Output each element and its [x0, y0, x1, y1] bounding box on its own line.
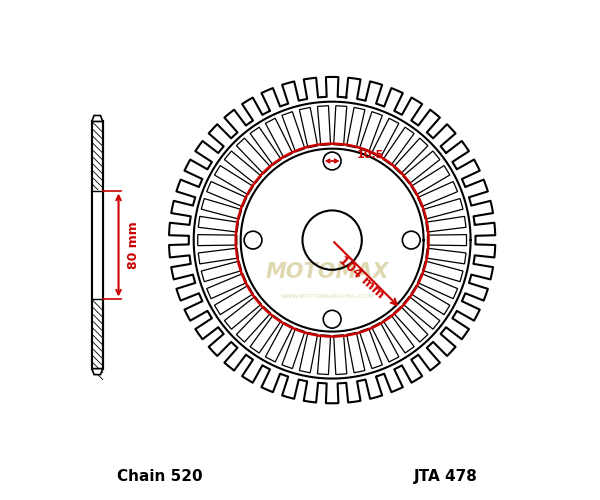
Text: 10.5: 10.5 [357, 150, 384, 160]
Polygon shape [92, 368, 103, 374]
Text: JTA 478: JTA 478 [414, 469, 478, 484]
Bar [92, 122, 103, 368]
Text: WWW.MOTOMAXRACING.COM: WWW.MOTOMAXRACING.COM [280, 294, 374, 300]
Polygon shape [92, 116, 103, 121]
Bar [92, 122, 103, 368]
Text: 104 mm: 104 mm [337, 254, 387, 301]
Bar [91, 190, 103, 300]
Text: Chain 520: Chain 520 [117, 469, 203, 484]
Text: 80 mm: 80 mm [127, 221, 140, 269]
Text: MOTOMAX: MOTOMAX [265, 262, 389, 282]
